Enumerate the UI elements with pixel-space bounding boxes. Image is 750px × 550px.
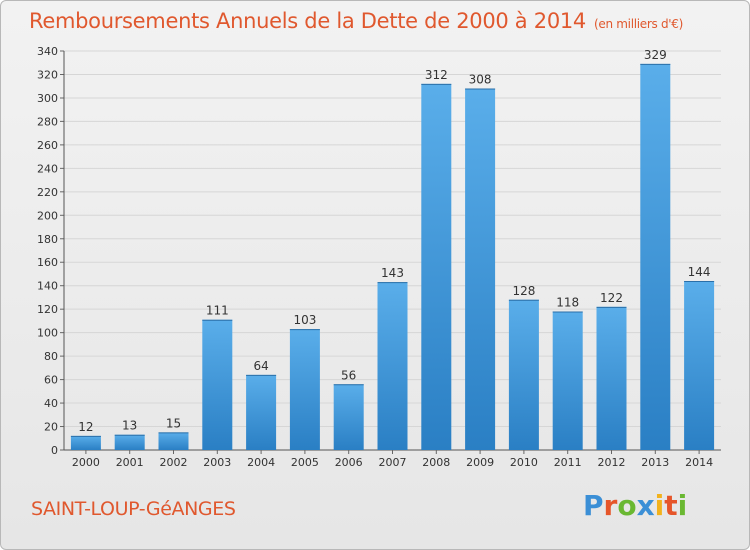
bar	[596, 306, 627, 450]
bar	[508, 299, 539, 450]
bar	[158, 432, 189, 450]
data-label: 12	[78, 420, 93, 434]
y-tick-label: 160	[37, 256, 58, 269]
x-tick-label: 2008	[422, 456, 450, 469]
y-tick-label: 280	[37, 115, 58, 128]
data-label: 103	[293, 313, 316, 327]
data-label: 308	[469, 73, 492, 87]
x-tick-label: 2005	[291, 456, 319, 469]
chart-title-line: Remboursements Annuels de la Dette de 20…	[29, 9, 683, 33]
bar	[465, 88, 496, 450]
y-tick-label: 20	[44, 421, 58, 434]
x-tick-label: 2010	[510, 456, 538, 469]
data-label: 111	[206, 304, 229, 318]
y-tick-label: 100	[37, 327, 58, 340]
bar	[684, 281, 715, 450]
x-tick-label: 2004	[247, 456, 275, 469]
data-label: 122	[600, 291, 623, 305]
x-tick-label: 2002	[160, 456, 188, 469]
bar	[377, 282, 408, 450]
y-tick-label: 40	[44, 397, 58, 410]
bar	[202, 319, 233, 450]
bar	[333, 384, 364, 450]
bar	[70, 435, 101, 450]
y-tick-label: 180	[37, 233, 58, 246]
y-tick-label: 240	[37, 162, 58, 175]
x-tick-label: 2000	[72, 456, 100, 469]
x-tick-label: 2003	[203, 456, 231, 469]
x-tick-label: 2013	[641, 456, 669, 469]
y-tick-label: 320	[37, 68, 58, 81]
y-tick-label: 140	[37, 280, 58, 293]
y-tick-label: 220	[37, 186, 58, 199]
data-label: 13	[122, 419, 137, 433]
y-tick-label: 0	[51, 444, 58, 457]
logo-letter: o	[617, 489, 637, 522]
bar	[114, 434, 145, 450]
x-tick-label: 2009	[466, 456, 494, 469]
bar	[552, 311, 583, 450]
x-tick-label: 2011	[554, 456, 582, 469]
data-label: 118	[556, 296, 579, 310]
chart-subtitle: (en milliers d'€)	[594, 17, 684, 31]
y-tick-label: 60	[44, 374, 58, 387]
x-tick-label: 2001	[116, 456, 144, 469]
data-label: 143	[381, 266, 404, 280]
x-tick-label: 2006	[335, 456, 363, 469]
proxiti-logo: Proxiti	[583, 489, 687, 522]
bar	[246, 374, 277, 450]
data-label: 312	[425, 68, 448, 82]
logo-letter: i	[677, 489, 688, 522]
bar	[640, 63, 671, 451]
y-tick-label: 120	[37, 303, 58, 316]
data-label: 329	[644, 48, 667, 62]
logo-letter: P	[583, 489, 604, 522]
x-tick-label: 2007	[379, 456, 407, 469]
data-label: 144	[688, 265, 711, 279]
data-label: 128	[512, 284, 535, 298]
data-label: 56	[341, 368, 356, 382]
x-tick-label: 2012	[598, 456, 626, 469]
logo-letter: x	[636, 489, 655, 522]
data-label: 64	[253, 359, 268, 373]
y-tick-label: 200	[37, 209, 58, 222]
logo-letter: r	[603, 489, 618, 522]
chart-title: Remboursements Annuels de la Dette de 20…	[29, 9, 586, 33]
y-tick-label: 300	[37, 92, 58, 105]
x-tick-label: 2014	[685, 456, 713, 469]
place-name: SAINT-LOUP-GéANGES	[31, 498, 236, 520]
data-label: 15	[166, 416, 181, 430]
y-tick-label: 340	[37, 45, 58, 58]
y-tick-label: 260	[37, 139, 58, 152]
y-tick-label: 80	[44, 350, 58, 363]
logo-letter: t	[664, 489, 678, 522]
logo-letter: i	[654, 489, 665, 522]
bar	[289, 329, 320, 450]
bar	[421, 83, 452, 450]
